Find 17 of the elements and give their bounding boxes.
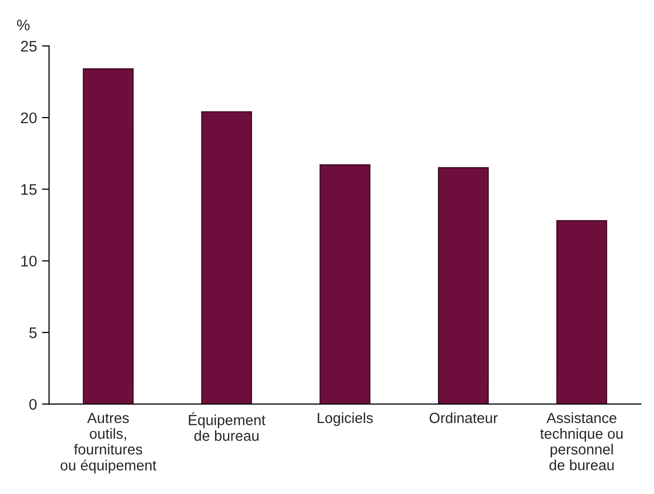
y-tick-label: 5 (29, 327, 37, 338)
y-tick-label: 25 (21, 40, 37, 52)
x-tick-label: Autres outils, fournitures ou équipement (60, 412, 156, 474)
x-tick-label: Logiciels (318, 412, 373, 426)
y-tick-label: 0 (29, 398, 37, 410)
bar (82, 68, 134, 404)
bar (320, 164, 370, 404)
y-tick-label: 20 (21, 112, 37, 124)
y-tick-label: 10 (21, 256, 37, 267)
x-tick-label: Ordinateur (430, 412, 498, 424)
x-tick-label: Assistance technique ou personnel de bureau (540, 412, 623, 470)
bar (201, 111, 252, 404)
y-tick-label: 15 (21, 184, 37, 195)
bar (438, 167, 489, 404)
x-tick-label: Équipement de bureau (188, 412, 266, 441)
bar (556, 220, 608, 404)
y-axis-title: % (17, 20, 30, 30)
